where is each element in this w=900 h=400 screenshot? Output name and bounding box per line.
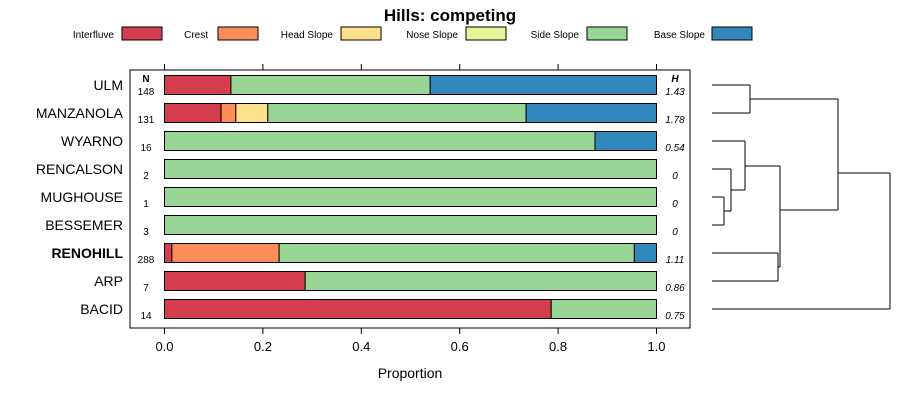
bar-segment-mughouse-side-slope — [164, 187, 657, 207]
bar-segment-manzanola-crest — [220, 103, 237, 123]
n-value-arp: 7 — [143, 283, 149, 294]
n-value-rencalson: 2 — [143, 171, 149, 182]
n-value-bessemer: 3 — [143, 227, 149, 238]
row-label-rencalson: RENCALSON — [36, 161, 123, 177]
h-value-bessemer: 0 — [672, 227, 678, 238]
h-value-mughouse: 0 — [672, 199, 678, 210]
bar-segment-arp-side-slope — [304, 271, 657, 291]
h-value-renohill: 1.11 — [666, 255, 685, 266]
bar-segment-manzanola-base-slope — [525, 103, 657, 123]
legend-swatch-base-slope — [711, 26, 753, 41]
chart-title: Hills: competing — [384, 6, 516, 25]
row-label-manzanola: MANZANOLA — [36, 105, 124, 121]
row-label-mughouse: MUGHOUSE — [41, 189, 123, 205]
bar-rows: ULM 148 1.43 MANZANOLA 131 1.78 WYARNO 16 0.54 RE… — [36, 75, 685, 322]
dendrogram — [712, 84, 891, 310]
n-value-bacid: 14 — [140, 311, 152, 322]
legend-swatch-side-slope — [586, 26, 628, 41]
bar-segment-renohill-base-slope — [633, 243, 657, 263]
h-value-rencalson: 0 — [672, 171, 678, 182]
bar-segment-manzanola-interfluve — [164, 103, 222, 123]
n-column-header: N — [142, 74, 149, 85]
x-axis-title: Proportion — [378, 365, 443, 381]
legend-label-nose-slope: Nose Slope — [406, 30, 458, 41]
bar-segment-manzanola-head-slope — [235, 103, 269, 123]
bar-segment-ulm-side-slope — [230, 75, 431, 95]
x-tick-label-0: 0.0 — [155, 339, 173, 354]
h-value-arp: 0.86 — [665, 283, 685, 294]
bar-segment-rencalson-side-slope — [164, 159, 657, 179]
n-value-ulm: 148 — [138, 87, 155, 98]
n-value-mughouse: 1 — [143, 199, 149, 210]
bar-segment-wyarno-base-slope — [594, 131, 657, 151]
bar-segment-manzanola-side-slope — [267, 103, 527, 123]
legend-label-base-slope: Base Slope — [654, 30, 706, 41]
n-value-wyarno: 16 — [140, 143, 152, 154]
legend-label-side-slope: Side Slope — [531, 30, 580, 41]
legend-swatch-interfluve — [121, 26, 163, 41]
bar-segment-renohill-interfluve — [164, 243, 173, 263]
bar-segment-arp-interfluve — [164, 271, 306, 291]
x-tick-label-1: 0.2 — [254, 339, 272, 354]
bar-segment-ulm-interfluve — [164, 75, 232, 95]
bar-segment-renohill-crest — [171, 243, 280, 263]
legend-label-interfluve: Interfluve — [73, 30, 115, 41]
h-value-bacid: 0.75 — [665, 311, 685, 322]
legend-swatch-head-slope — [340, 26, 382, 41]
row-label-ulm: ULM — [93, 77, 123, 93]
legend-swatch-crest — [217, 26, 259, 41]
bar-segment-bacid-side-slope — [550, 299, 657, 319]
legend-label-crest: Crest — [184, 30, 208, 41]
bar-segment-bacid-interfluve — [164, 299, 552, 319]
row-label-bacid: BACID — [80, 301, 123, 317]
row-label-wyarno: WYARNO — [61, 133, 123, 149]
legend-label-head-slope: Head Slope — [281, 30, 334, 41]
row-label-arp: ARP — [94, 273, 123, 289]
legend: Interfluve Crest Head Slope Nose Slope Side … — [73, 26, 753, 41]
h-value-manzanola: 1.78 — [665, 115, 685, 126]
bar-segment-ulm-base-slope — [429, 75, 657, 95]
x-tick-label-3: 0.6 — [451, 339, 469, 354]
bar-segment-renohill-side-slope — [278, 243, 635, 263]
bar-segment-wyarno-side-slope — [164, 131, 596, 151]
n-value-renohill: 288 — [138, 255, 155, 266]
h-value-wyarno: 0.54 — [665, 143, 685, 154]
bar-segment-bessemer-side-slope — [164, 215, 657, 235]
h-column-header: H — [671, 74, 679, 85]
row-label-bessemer: BESSEMER — [45, 217, 123, 233]
x-tick-label-4: 0.8 — [549, 339, 567, 354]
n-value-manzanola: 131 — [138, 115, 155, 126]
x-tick-label-5: 1.0 — [647, 339, 665, 354]
h-value-ulm: 1.43 — [665, 87, 685, 98]
plot-frame — [129, 69, 691, 329]
legend-swatch-nose-slope — [465, 26, 507, 41]
x-tick-label-2: 0.4 — [352, 339, 370, 354]
x-axis: 0.0 0.2 0.4 0.6 0.8 1.0 — [155, 64, 666, 354]
row-label-renohill: RENOHILL — [51, 245, 123, 261]
